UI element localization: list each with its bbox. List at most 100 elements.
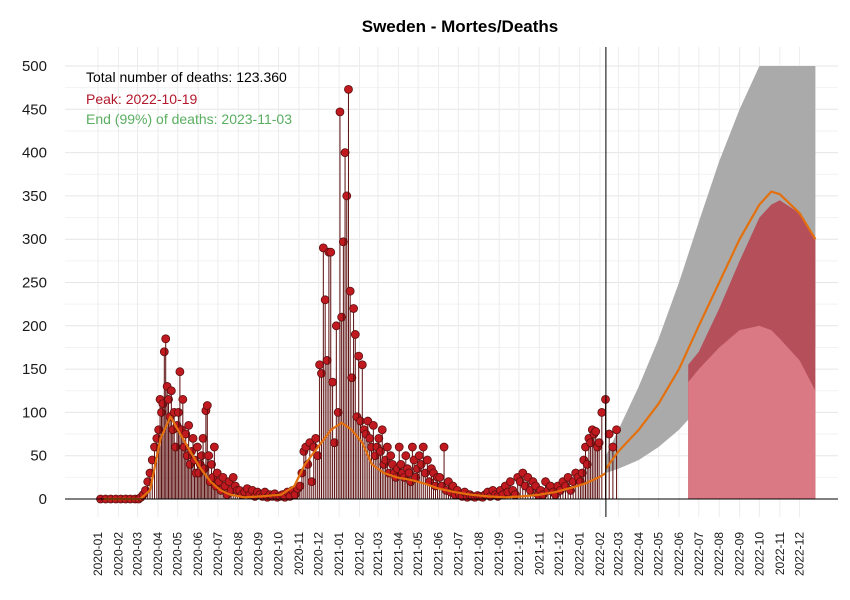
- death-point: [174, 407, 183, 417]
- x-tick-label: 2022-03: [611, 532, 625, 576]
- death-point: [315, 360, 325, 370]
- x-tick-label: 2022-01: [573, 532, 587, 576]
- death-point: [604, 429, 614, 439]
- death-point: [218, 472, 228, 482]
- death-point: [597, 407, 607, 417]
- death-point: [193, 442, 202, 452]
- death-point: [320, 295, 330, 305]
- death-point: [365, 433, 375, 443]
- death-point: [338, 237, 348, 247]
- y-tick-label: 450: [22, 101, 47, 118]
- death-point: [594, 438, 604, 448]
- y-tick-label: 150: [22, 361, 47, 378]
- y-tick-label: 200: [22, 318, 47, 335]
- death-point: [394, 442, 404, 452]
- death-point: [357, 360, 367, 370]
- death-point: [368, 420, 378, 430]
- death-point: [347, 373, 357, 383]
- death-point: [207, 459, 216, 469]
- death-point: [505, 477, 515, 487]
- death-point: [295, 481, 305, 491]
- death-point: [401, 451, 411, 461]
- death-point: [328, 377, 338, 387]
- y-tick-labels: 0 50 100 150 200 250 300 350 400 450 500: [22, 58, 47, 508]
- x-tick-label: 2021-01: [332, 532, 346, 576]
- death-point: [591, 427, 601, 436]
- y-tick-label: 250: [22, 275, 47, 292]
- death-point: [159, 347, 169, 357]
- y-tick-label: 300: [22, 231, 47, 248]
- death-point: [161, 334, 171, 344]
- death-point: [335, 107, 345, 117]
- end-annotation: End (99%) of deaths: 2023-11-03: [86, 111, 292, 127]
- total-deaths-annotation: Total number of deaths: 123.360: [86, 69, 287, 85]
- death-point: [178, 395, 188, 404]
- death-point: [612, 425, 621, 435]
- death-point: [356, 416, 365, 426]
- death-point: [307, 477, 317, 487]
- x-tick-label: 2020-07: [211, 532, 225, 576]
- death-point: [374, 433, 384, 443]
- y-tick-label: 400: [22, 145, 47, 162]
- death-point: [345, 286, 355, 296]
- death-point: [175, 367, 185, 377]
- observed-deaths: [96, 84, 621, 504]
- x-tick-label: 2022-06: [672, 532, 686, 576]
- death-point: [188, 433, 198, 443]
- x-tick-labels: 2020-01 2020-02 2020-03 2020-04 2020-05 2020-…: [91, 532, 807, 576]
- x-tick-label: 2020-09: [252, 532, 266, 576]
- fitted-curve: [605, 190, 817, 470]
- death-point: [414, 451, 424, 461]
- x-tick-label: 2022-10: [752, 532, 766, 576]
- death-point: [331, 321, 341, 331]
- axes: [65, 47, 838, 517]
- x-tick-label: 2021-05: [411, 532, 425, 576]
- death-point: [439, 442, 449, 452]
- x-tick-label: 2022-12: [793, 532, 807, 576]
- y-tick-label: 50: [30, 448, 47, 465]
- x-tick-label: 2022-04: [632, 532, 646, 576]
- y-tick-label: 0: [39, 491, 47, 508]
- death-point: [204, 451, 214, 461]
- death-point: [382, 442, 392, 452]
- x-tick-label: 2021-06: [432, 532, 446, 576]
- death-point: [326, 247, 336, 257]
- forecast-band-outer: [605, 66, 816, 473]
- death-point: [349, 304, 358, 313]
- death-point: [212, 468, 222, 478]
- x-tick-label: 2020-04: [151, 532, 165, 576]
- fitted-curves: [103, 190, 817, 501]
- death-point: [608, 442, 618, 452]
- x-tick-label: 2020-06: [191, 532, 205, 576]
- annotations: Total number of deaths: 123.360 Peak: 20…: [86, 69, 292, 127]
- death-point: [582, 459, 592, 469]
- x-tick-label: 2022-08: [712, 532, 726, 576]
- x-tick-label: 2020-11: [292, 532, 306, 575]
- x-tick-label: 2020-02: [111, 532, 125, 576]
- x-tick-label: 2021-11: [532, 532, 546, 575]
- death-point: [340, 148, 350, 158]
- x-tick-label: 2021-04: [391, 532, 405, 576]
- y-tick-label: 500: [22, 58, 47, 75]
- x-tick-label: 2021-02: [353, 532, 367, 576]
- death-point: [577, 468, 587, 478]
- death-point: [181, 429, 191, 439]
- y-tick-label: 350: [22, 188, 47, 205]
- death-point: [337, 312, 347, 322]
- fitted-curve: [103, 415, 607, 501]
- x-tick-label: 2021-12: [552, 532, 566, 576]
- death-point: [422, 455, 432, 465]
- x-tick-label: 2021-07: [451, 532, 465, 576]
- death-point: [164, 395, 173, 404]
- x-tick-label: 2022-05: [652, 532, 666, 576]
- death-point: [386, 451, 396, 461]
- death-point: [333, 407, 343, 417]
- x-tick-label: 2021-08: [472, 532, 486, 576]
- death-point: [228, 472, 238, 482]
- peak-annotation: Peak: 2022-10-19: [86, 91, 198, 107]
- y-tick-label: 100: [22, 404, 47, 421]
- x-tick-label: 2020-08: [231, 532, 245, 576]
- death-point: [184, 420, 194, 430]
- x-tick-label: 2020-10: [272, 532, 286, 576]
